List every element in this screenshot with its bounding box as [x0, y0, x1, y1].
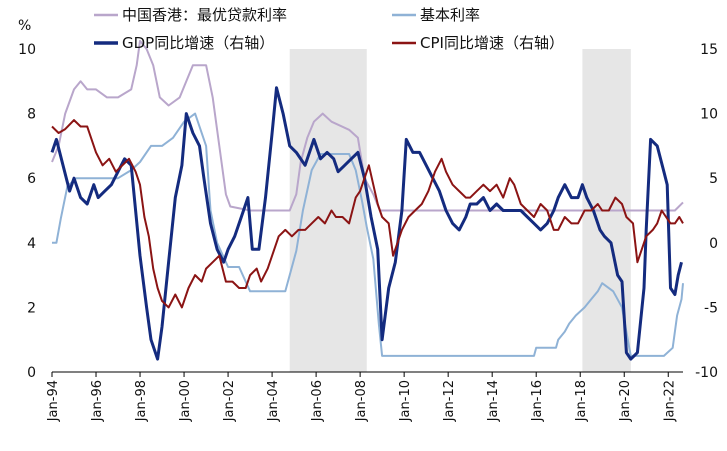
- legend-label-3: GDP同比增速（右轴）: [122, 34, 274, 52]
- legend-label-1: 中国香港：最优贷款利率: [122, 6, 287, 24]
- x-tick-label: Jan-10: [398, 380, 413, 422]
- right-tick-label: -10: [695, 365, 718, 381]
- right-tick-label: -5: [704, 300, 718, 316]
- left-axis-unit: %: [18, 18, 31, 34]
- x-tick-label: Jan-94: [46, 380, 61, 422]
- right-tick-label: 10: [700, 107, 718, 123]
- x-tick-label: Jan-06: [310, 380, 325, 422]
- series-line-1: [51, 39, 684, 212]
- x-tick-label: Jan-02: [222, 380, 237, 422]
- shaded-period-1: [289, 49, 367, 372]
- x-tick-label: Jan-08: [354, 380, 369, 422]
- x-tick-label: Jan-00: [178, 380, 193, 422]
- left-tick-label: 4: [27, 236, 36, 252]
- x-axis-ticks: Jan-94 Jan-96 Jan-98 Jan-00 Jan-02 Jan-04 Jan-…: [46, 372, 677, 422]
- series-line-2: [52, 112, 684, 357]
- right-tick-label: 15: [700, 42, 718, 58]
- right-tick-label: 0: [709, 236, 718, 252]
- x-tick-label: Jan-04: [266, 380, 281, 422]
- left-tick-label: 6: [27, 171, 36, 187]
- legend: 中国香港：最优贷款利率 基本利率 GDP同比增速（右轴） CPI同比增速（右轴）: [94, 6, 564, 52]
- x-tick-label: Jan-20: [618, 380, 633, 422]
- legend-label-2: 基本利率: [420, 6, 480, 24]
- series-line-4: [51, 119, 684, 309]
- right-tick-label: 5: [709, 171, 718, 187]
- series-line-3: [50, 86, 683, 361]
- left-tick-label: 0: [27, 365, 36, 381]
- left-tick-label: 10: [18, 42, 36, 58]
- left-tick-label: 8: [27, 107, 36, 123]
- x-tick-label: Jan-16: [530, 380, 545, 422]
- right-axis-ticks: -10 -5 0 5 10 15: [695, 42, 718, 381]
- x-tick-label: Jan-98: [134, 380, 149, 422]
- x-tick-label: Jan-22: [662, 380, 677, 422]
- x-tick-label: Jan-96: [90, 380, 105, 422]
- x-tick-label: Jan-12: [442, 380, 457, 422]
- left-tick-label: 2: [27, 300, 36, 316]
- x-tick-label: Jan-18: [574, 380, 589, 422]
- series-lines: [50, 39, 684, 361]
- left-axis-ticks: 0 2 4 6 8 10: [18, 42, 36, 381]
- x-tick-label: Jan-14: [486, 380, 501, 422]
- legend-label-4: CPI同比增速（右轴）: [420, 34, 564, 52]
